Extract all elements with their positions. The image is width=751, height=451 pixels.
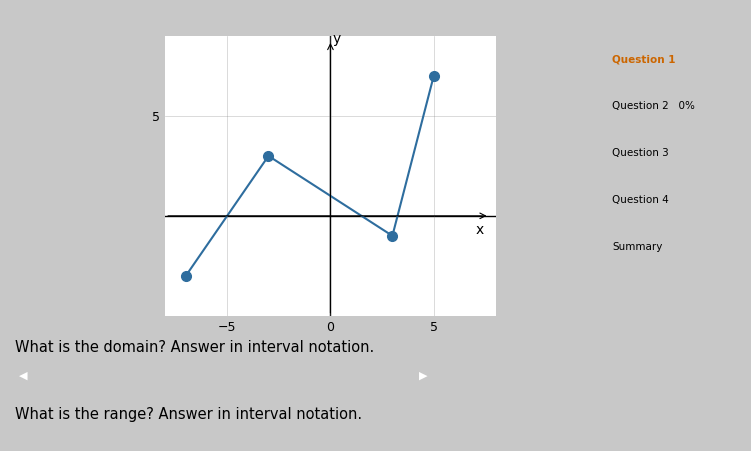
Text: Summary: Summary (612, 242, 662, 252)
Text: Question 2   0%: Question 2 0% (612, 101, 695, 111)
Text: x: x (476, 223, 484, 237)
Text: Question 3: Question 3 (612, 148, 669, 158)
Text: Question 4: Question 4 (612, 195, 669, 205)
Text: What is the range? Answer in interval notation.: What is the range? Answer in interval no… (15, 407, 362, 423)
Text: ◀: ◀ (20, 370, 28, 381)
Text: ▶: ▶ (418, 370, 427, 381)
Text: Question 1: Question 1 (612, 55, 676, 64)
Text: y: y (333, 32, 341, 46)
Text: What is the domain? Answer in interval notation.: What is the domain? Answer in interval n… (15, 340, 379, 355)
